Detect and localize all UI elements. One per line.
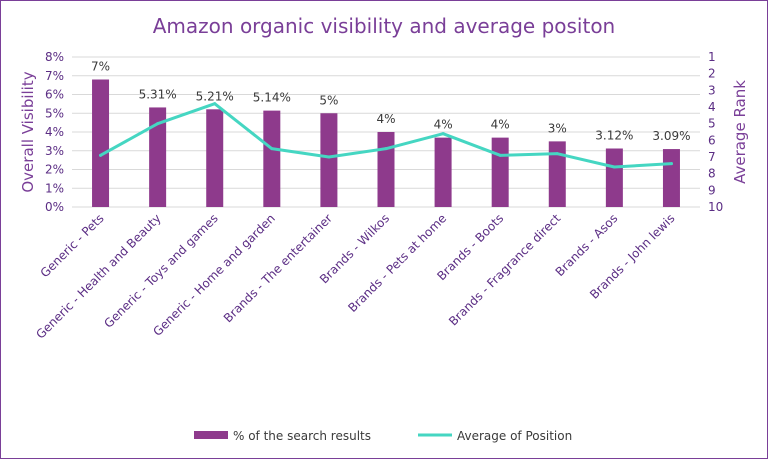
legend-swatch-bars [194, 431, 228, 439]
line-point [213, 102, 217, 106]
right-tick-label: 9 [708, 183, 716, 197]
right-tick-label: 5 [708, 117, 716, 131]
line-point [99, 153, 103, 157]
bar-data-label: 3.12% [595, 129, 633, 143]
bar-data-label: 5.31% [139, 87, 177, 101]
category-label: Generic - Home and garden [150, 211, 278, 339]
bar-data-label: 4% [376, 112, 395, 126]
line-point [156, 122, 160, 126]
category-label: Generic - Health and Beauty [33, 211, 163, 341]
line-point [669, 162, 673, 166]
bar [662, 149, 680, 207]
legend-label-bars: % of the search results [233, 429, 371, 443]
bar-data-label: 4% [434, 118, 453, 132]
right-tick-label: 8 [708, 167, 716, 181]
category-label: Brands - Pets at home [345, 211, 449, 315]
bar-data-label: 5.21% [196, 89, 234, 103]
bar [377, 132, 395, 207]
left-tick-label: 3% [45, 144, 64, 158]
right-axis-title: Average Rank [731, 80, 749, 184]
bar-data-label: 3.09% [652, 129, 690, 143]
line-point [384, 147, 388, 151]
bar [548, 141, 566, 207]
legend-label-line: Average of Position [457, 429, 572, 443]
bar [434, 137, 452, 207]
bar [92, 79, 110, 207]
bar [605, 148, 623, 207]
right-tick-label: 7 [708, 150, 716, 164]
left-tick-label: 7% [45, 69, 64, 83]
bar-data-label: 7% [91, 60, 110, 74]
bar [263, 110, 281, 207]
chart-title: Amazon organic visibility and average po… [153, 14, 615, 38]
category-label: Generic - Toys and games [101, 211, 220, 330]
bar-data-label: 5% [319, 93, 338, 107]
legend: % of the search results Average of Posit… [194, 429, 572, 443]
left-tick-label: 0% [45, 200, 64, 214]
line-point [270, 147, 274, 151]
line-series [99, 102, 673, 169]
right-tick-label: 1 [708, 50, 716, 64]
category-label: Brands - Fragrance direct [446, 211, 564, 329]
left-tick-label: 1% [45, 181, 64, 195]
left-tick-label: 5% [45, 106, 64, 120]
gridlines [72, 56, 700, 208]
bar [320, 113, 338, 207]
right-axis-ticks: 1 2 3 4 5 6 7 8 9 10 [708, 50, 723, 214]
line-point [441, 132, 445, 136]
bar [149, 107, 167, 207]
right-tick-label: 10 [708, 200, 723, 214]
bar [491, 137, 509, 207]
category-label: Brands - The entertainer [221, 211, 335, 325]
left-tick-label: 8% [45, 50, 64, 64]
line-point [327, 155, 331, 159]
right-tick-label: 6 [708, 133, 716, 147]
left-tick-label: 4% [45, 125, 64, 139]
bar-data-label: 4% [491, 118, 510, 132]
line-point [555, 152, 559, 156]
bar-data-label: 3% [548, 121, 567, 135]
bar-data-labels: 7% 5.31% 5.21% 5.14% 5% 4% 4% 4% 3% 3.12% 3.09% [91, 60, 690, 144]
right-tick-label: 4 [708, 100, 716, 114]
left-tick-label: 6% [45, 88, 64, 102]
left-axis-ticks: 0% 1% 2% 3% 4% 5% 6% 7% 8% [45, 50, 64, 214]
bar-data-label: 5.14% [253, 91, 291, 105]
right-tick-label: 2 [708, 67, 716, 81]
line-point [612, 165, 616, 169]
line-point [498, 153, 502, 157]
left-tick-label: 2% [45, 163, 64, 177]
right-tick-label: 3 [708, 83, 716, 97]
left-axis-title: Overall Visibility [19, 71, 37, 192]
bar [206, 109, 224, 207]
